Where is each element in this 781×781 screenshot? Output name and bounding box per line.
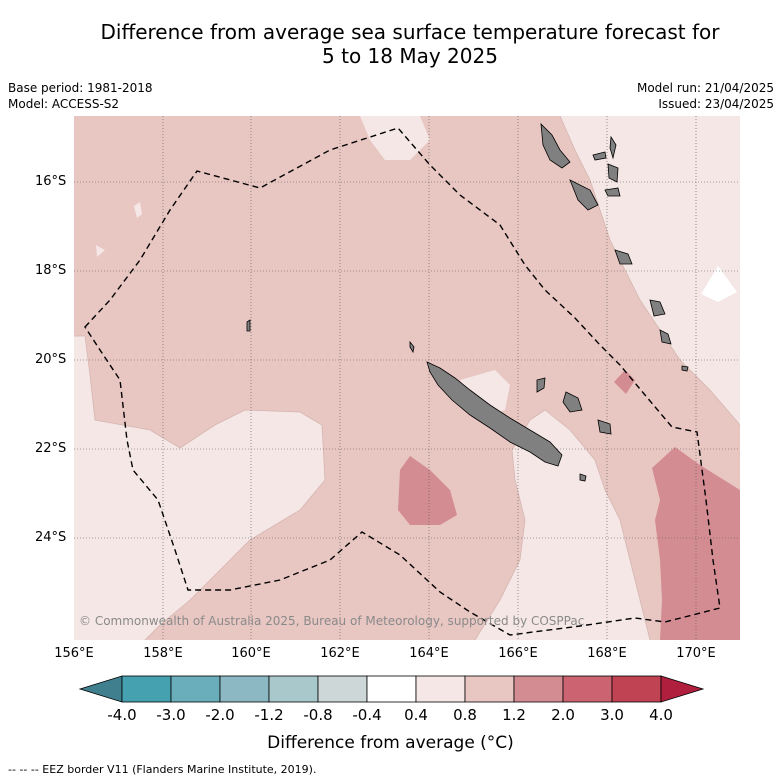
colorbar-bin-5 (317, 675, 368, 703)
colorbar-bin-4 (268, 675, 319, 703)
colorbar-extend-high (660, 675, 705, 703)
issued-date: Issued: 23/04/2025 (658, 97, 774, 111)
colorbar-tick: -1.2 (254, 706, 284, 724)
colorbar-bin-10 (562, 675, 613, 703)
colorbar-bin-11 (611, 675, 662, 703)
colorbar-extend-low (78, 675, 123, 703)
eez-legend-note: -- -- -- EEZ border V11 (Flanders Marine… (8, 763, 317, 776)
small-island-3 (246, 319, 251, 332)
lon-label-160e: 160°E (231, 646, 271, 661)
colorbar (78, 675, 705, 703)
anomaly-light-region-center (460, 370, 510, 415)
anomaly-light-region-northeast (560, 116, 740, 425)
vanuatu-island-5 (607, 163, 619, 183)
colorbar-tick: -4.0 (107, 706, 137, 724)
lat-label-24s: 24°S (35, 530, 67, 545)
map-area (74, 116, 740, 640)
base-period: Base period: 1981-2018 (8, 81, 153, 95)
colorbar-tick: 3.0 (600, 706, 624, 724)
lat-label-18s: 18°S (35, 263, 67, 278)
loyalty-island-1 (562, 391, 583, 413)
anomaly-light-spot-2 (96, 245, 105, 257)
colorbar-bin-8 (464, 675, 515, 703)
anomaly-white-region (701, 266, 737, 302)
colorbar-tick: -2.0 (205, 706, 235, 724)
lon-label-156e: 156°E (54, 646, 94, 661)
lon-label-162e: 162°E (320, 646, 360, 661)
lat-label-22s: 22°S (35, 441, 67, 456)
colorbar-bin-6 (366, 675, 417, 703)
model-run: Model run: 21/04/2025 (636, 81, 774, 95)
vanuatu-island-1 (540, 122, 571, 169)
anomaly-light-spot-1 (134, 202, 142, 218)
chart-title: Difference from average sea surface temp… (40, 20, 780, 68)
lon-label-168e: 168°E (587, 646, 627, 661)
colorbar-tick: -3.0 (156, 706, 186, 724)
colorbar-bin-2 (170, 675, 221, 703)
loyalty-island-2 (597, 419, 612, 435)
meta-right: Model run: 21/04/2025 Issued: 23/04/2025 (637, 80, 774, 112)
small-island-2 (681, 365, 689, 372)
colorbar-tick: 1.2 (502, 706, 526, 724)
vanuatu-island-6 (604, 187, 621, 197)
vanuatu-island-2 (569, 179, 599, 211)
vanuatu-island-3 (592, 151, 607, 161)
meta-left: Base period: 1981-2018 Model: ACCESS-S2 (8, 80, 153, 112)
anomaly-light-region-southwest (74, 336, 325, 640)
colorbar-tick: -0.8 (303, 706, 333, 724)
vanuatu-island-7 (614, 249, 633, 265)
anomaly-dark-region-west (398, 456, 457, 525)
title-line-1: Difference from average sea surface temp… (100, 20, 720, 44)
model-name: Model: ACCESS-S2 (8, 97, 120, 111)
title-line-2: 5 to 18 May 2025 (322, 44, 498, 68)
colorbar-tick: -0.4 (352, 706, 382, 724)
lat-label-16s: 16°S (35, 174, 67, 189)
colorbar-bin-1 (121, 675, 172, 703)
colorbar-tick: 4.0 (649, 706, 673, 724)
colorbar-tick: 0.4 (404, 706, 428, 724)
small-island-1 (579, 473, 587, 482)
lon-label-164e: 164°E (409, 646, 449, 661)
anomaly-light-region-south (475, 410, 650, 640)
colorbar-label: Difference from average (°C) (267, 733, 514, 753)
lon-label-166e: 166°E (498, 646, 538, 661)
anomaly-light-region-north (360, 116, 430, 160)
loyalty-island-3 (536, 377, 546, 393)
small-island-4 (409, 340, 415, 354)
contour-lines (74, 116, 740, 640)
lat-label-20s: 20°S (35, 352, 67, 367)
colorbar-bin-9 (513, 675, 564, 703)
land-masses (246, 122, 689, 482)
colorbar-bin-3 (219, 675, 270, 703)
colorbar-tick: 2.0 (551, 706, 575, 724)
vanuatu-island-4 (609, 135, 617, 160)
colorbar-tick: 0.8 (453, 706, 477, 724)
vanuatu-island-8 (649, 299, 666, 317)
new-caledonia-island (426, 361, 563, 467)
gridlines (74, 116, 740, 640)
copyright-notice: © Commonwealth of Australia 2025, Bureau… (79, 614, 585, 628)
vanuatu-island-9 (659, 329, 672, 345)
eez-border (84, 127, 721, 636)
lon-label-158e: 158°E (143, 646, 183, 661)
colorbar-bin-7 (415, 675, 466, 703)
lon-label-170e: 170°E (676, 646, 716, 661)
